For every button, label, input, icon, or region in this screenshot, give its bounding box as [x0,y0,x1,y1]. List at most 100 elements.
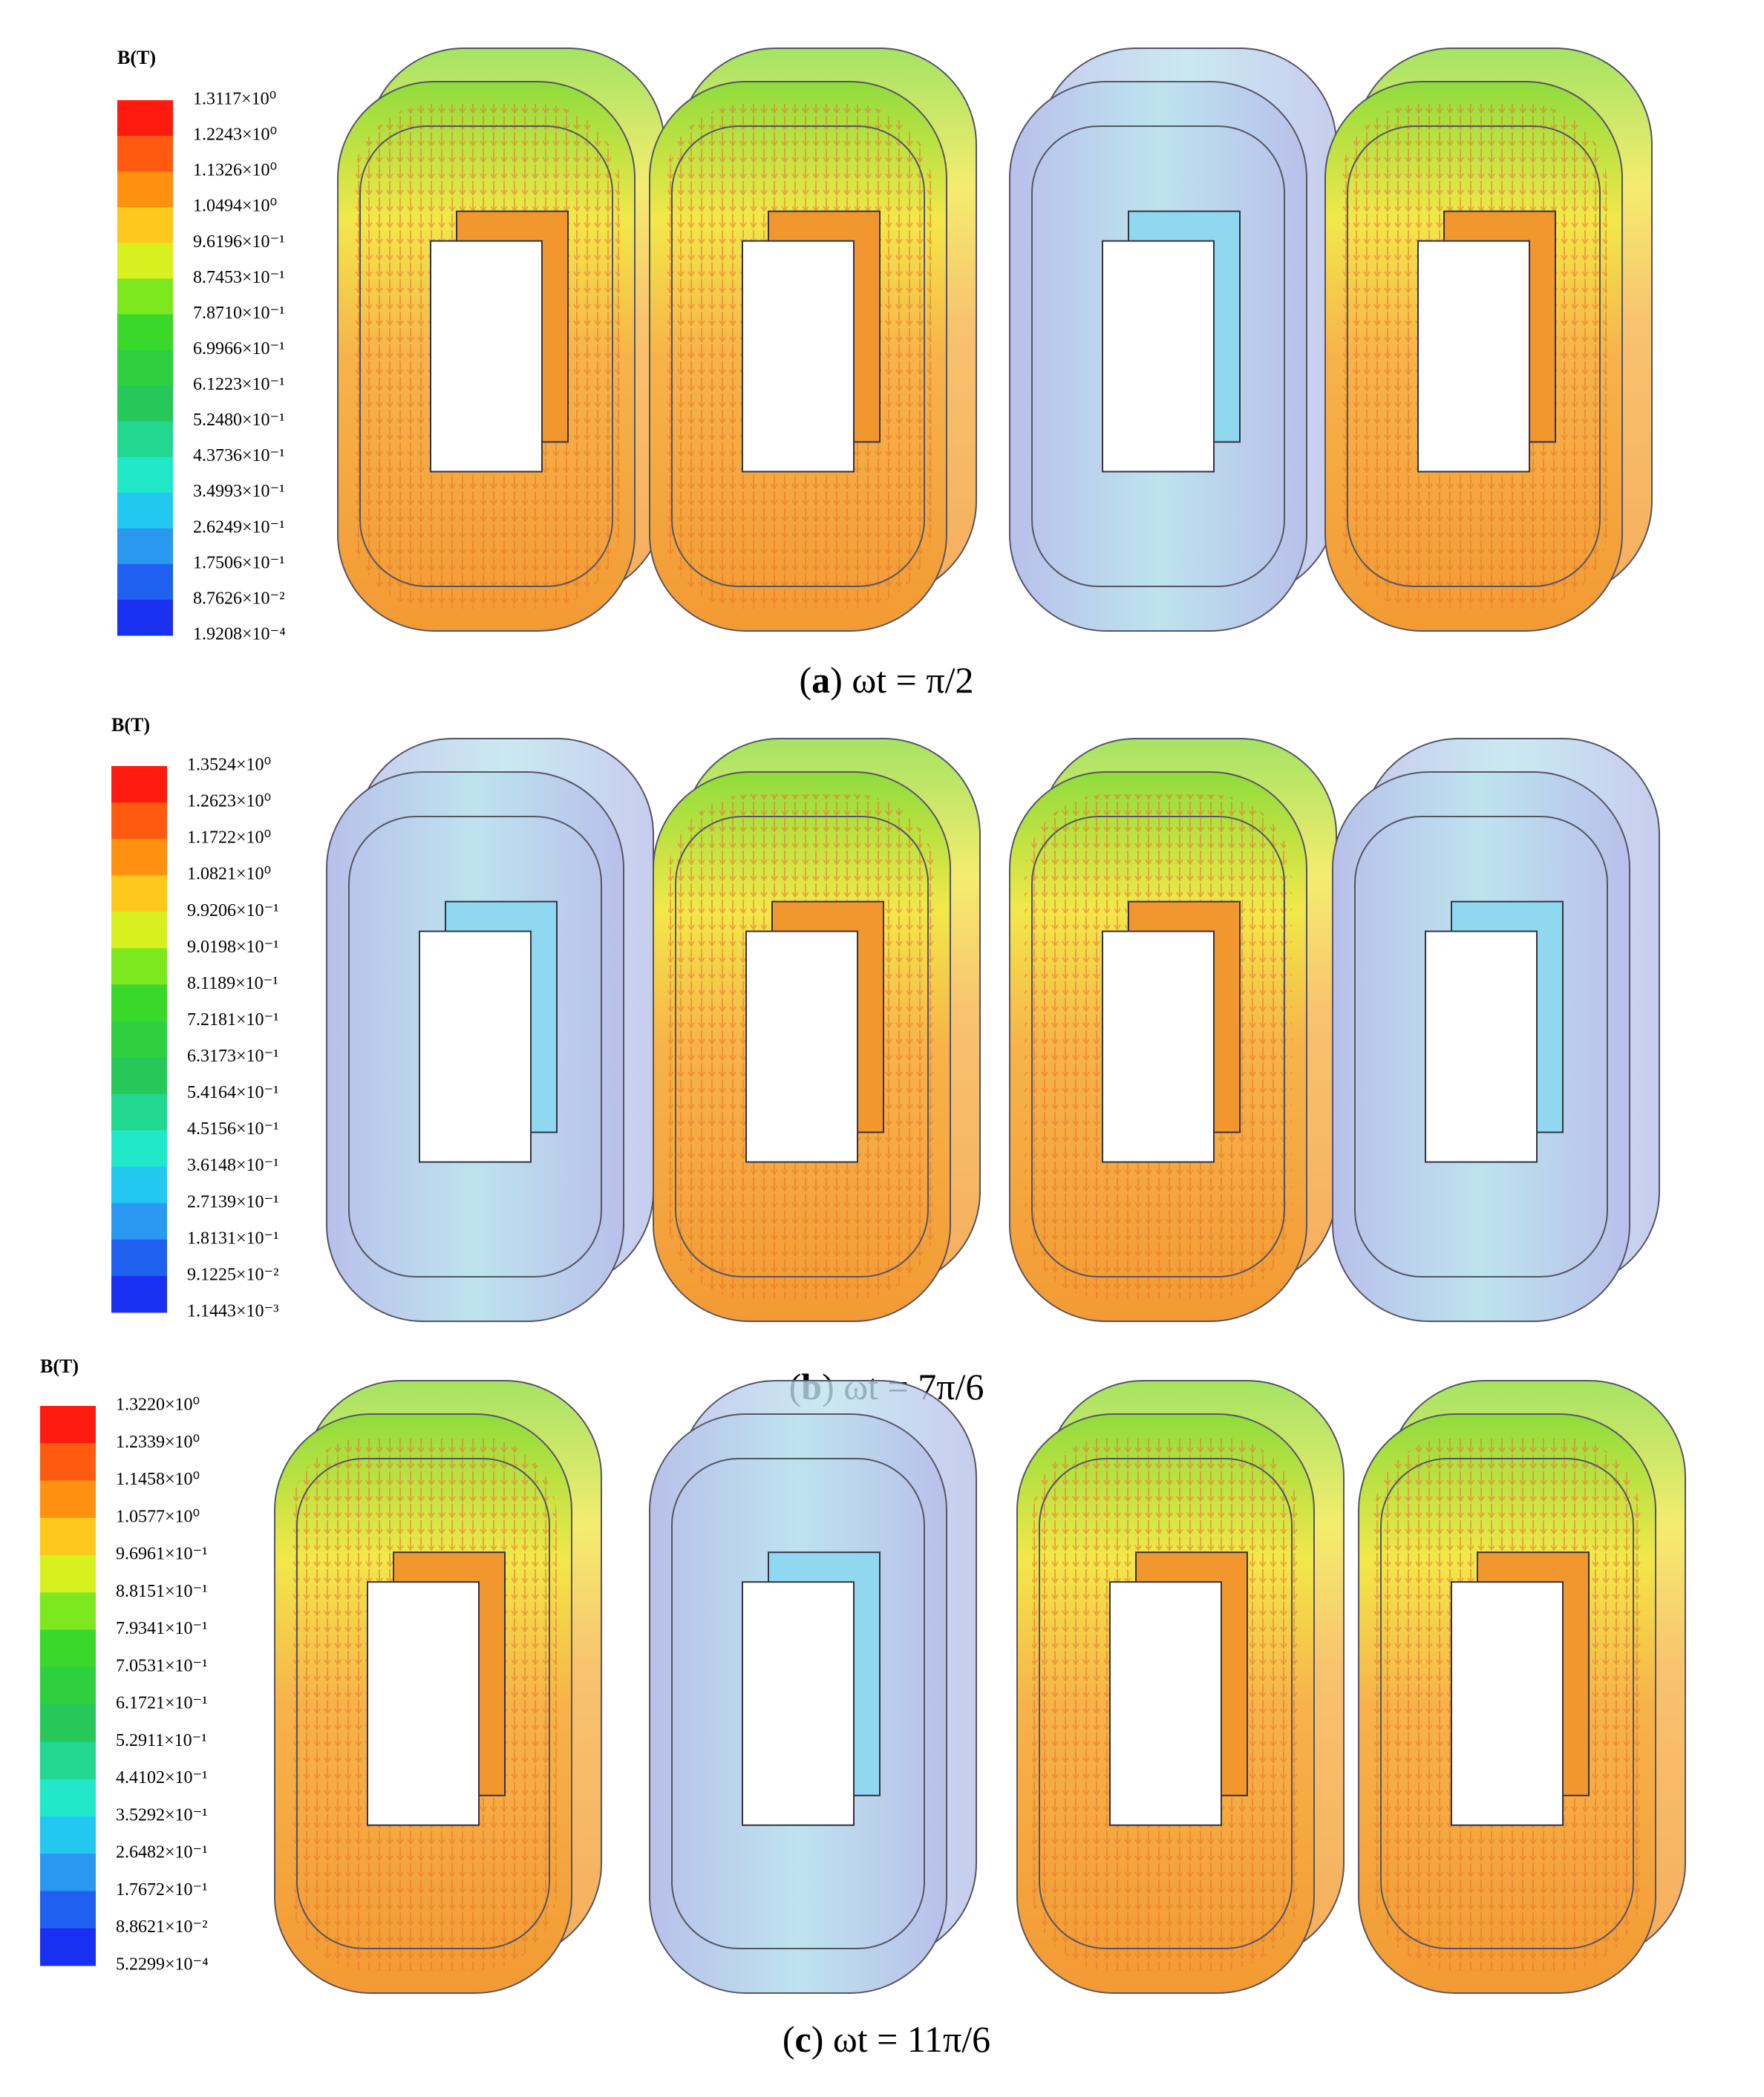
legend-swatch [111,839,167,876]
core-inner-ring [1039,1458,1293,1949]
legend-swatch [117,421,173,458]
caption-text: ) ωt = π/2 [830,659,973,701]
core-inner-ring [1031,125,1285,587]
legend-label: 8.1189×10⁻¹ [187,974,278,993]
legend-label: 3.5292×10⁻¹ [116,1805,207,1825]
legend-swatch [111,1239,167,1277]
legend-label: 1.7672×10⁻¹ [116,1880,207,1900]
legend-swatch [40,1779,96,1817]
core-inner-ring [348,816,602,1277]
legend-label: 1.1722×10⁰ [187,828,271,848]
legend-label: 5.2480×10⁻¹ [193,410,284,430]
window [742,1581,855,1826]
legend-label: 6.3173×10⁻¹ [187,1047,278,1066]
window [419,930,532,1163]
caption-letter: a [811,659,830,701]
legend-label: 1.7506×10⁻¹ [193,553,284,572]
legend-label: 1.2243×10⁰ [193,125,277,145]
legend-label: 1.3524×10⁰ [187,756,271,775]
caption-letter: c [795,2018,811,2060]
window [745,930,858,1163]
legend-swatch [40,1928,96,1966]
caption-prefix: ( [800,659,812,701]
legend-label: 1.8131×10⁻¹ [187,1229,278,1248]
legend-label: 1.3117×10⁰ [193,90,276,109]
legend-swatch [111,1093,167,1131]
legend-label: 1.9208×10⁻⁴ [193,625,286,644]
core-inner-ring [1380,1458,1634,1949]
legend-swatch [111,766,167,803]
window [1417,240,1530,473]
legend-label: 8.7626×10⁻² [193,589,284,608]
panel: B(T) 1.3524×10⁰ 1.2623×10⁰ 1.1722×10⁰ 1.0821… [111,714,1660,1407]
legend-label: 8.7453×10⁻¹ [193,268,284,287]
core [1009,738,1337,1322]
legend-label: 9.6196×10⁻¹ [193,232,284,252]
legend-swatch [40,1891,96,1929]
core-inner-ring [671,1458,925,1949]
legend-swatch [111,1275,167,1313]
legend-swatch [117,492,173,529]
core-inner-ring [359,125,613,587]
legend-swatch [117,136,173,172]
legend-label: 7.0531×10⁻¹ [116,1656,207,1675]
panel: B(T) 1.3220×10⁰ 1.2339×10⁰ 1.1458×10⁰ 1.0577… [40,1355,1686,2060]
caption: (a) ωt = π/2 [800,659,974,701]
legend-label: 6.1223×10⁻¹ [193,375,284,394]
legend-label: 9.9206×10⁻¹ [187,901,278,920]
legend-label: 7.2181×10⁻¹ [187,1010,278,1030]
legend-swatch [117,599,173,636]
core [1009,48,1337,632]
legend-label: 1.0494×10⁰ [193,197,277,216]
legend-title: B(T) [117,47,156,68]
legend-label: 9.6961×10⁻¹ [116,1545,207,1564]
legend-label: 6.1721×10⁻¹ [116,1694,207,1713]
legend-label: 7.8710×10⁻¹ [193,304,284,323]
core [274,1380,602,1994]
legend-label: 1.2623×10⁰ [187,792,271,811]
legend-swatch [117,528,173,565]
core [1324,48,1653,632]
legend-swatch [117,100,173,137]
window [430,240,543,473]
legend-swatch [111,875,167,912]
legend-swatch [111,1130,167,1168]
legend-swatch [117,385,173,422]
legend-label: 7.9341×10⁻¹ [116,1619,207,1638]
legend-swatch [40,1629,96,1668]
legend-swatch [40,1406,96,1444]
legend-swatch [40,1666,96,1705]
window [367,1581,480,1826]
legend-label: 4.4102×10⁻¹ [116,1768,207,1787]
legend-label: 1.0821×10⁰ [187,865,271,884]
window [1451,1581,1564,1826]
legend-swatch [111,802,167,840]
legend-swatch [40,1443,96,1482]
core-inner-ring [296,1458,550,1949]
legend-swatch [111,1057,167,1095]
legend-label: 4.3736×10⁻¹ [193,446,284,465]
legend-label: 3.4993×10⁻¹ [193,482,284,501]
core-inner-ring [671,125,925,587]
legend-label: 1.2339×10⁰ [116,1433,200,1452]
core-inner-ring [675,816,929,1277]
legend-swatch [117,457,173,494]
core-inner-ring [1354,816,1608,1277]
legend-label: 1.1458×10⁰ [116,1470,200,1489]
window [1109,1581,1222,1826]
window [1102,240,1215,473]
core [649,1380,977,1994]
legend-swatch [117,207,173,243]
caption-text: ) ωt = 11π/6 [811,2018,990,2060]
legend-label: 5.2299×10⁻⁴ [116,1955,209,1975]
legend-swatch [111,1203,167,1240]
legend-swatch [40,1592,96,1631]
legend-label: 1.1326×10⁰ [193,161,277,180]
legend-label: 4.5156×10⁻¹ [187,1119,278,1139]
legend-swatch [117,243,173,279]
legend-swatch [40,1816,96,1854]
legend-swatch [111,984,167,1021]
window [742,240,855,473]
core [326,738,654,1322]
